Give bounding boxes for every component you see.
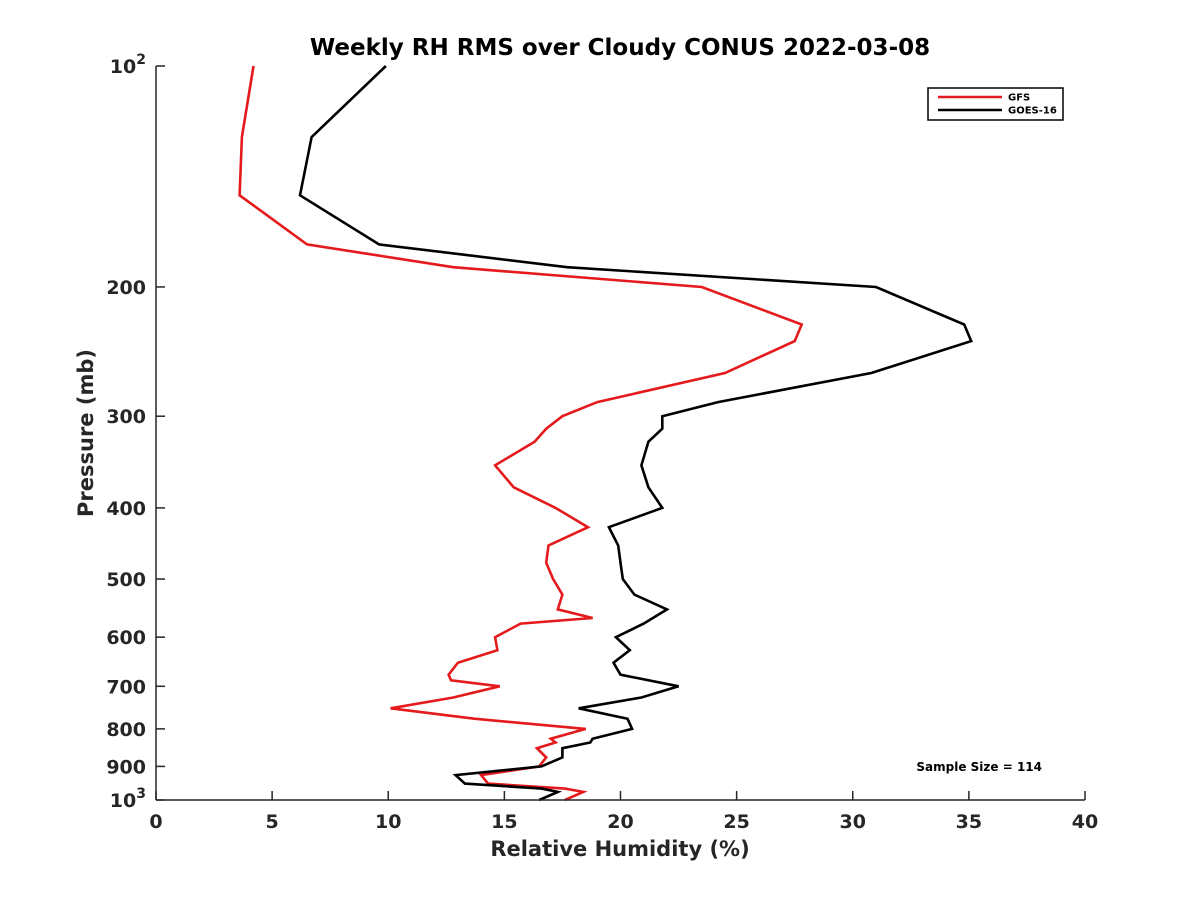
axes bbox=[155, 66, 1085, 801]
legend: GFS GOES-16 bbox=[927, 87, 1064, 121]
y-tick-label-3: 400 bbox=[106, 498, 146, 520]
y-tick-label-2: 300 bbox=[106, 406, 146, 428]
legend-box bbox=[927, 87, 1064, 121]
x-tick-label-5: 25 bbox=[723, 811, 749, 833]
plot-series bbox=[238, 65, 973, 802]
legend-label-0: GFS bbox=[1008, 93, 1030, 104]
x-tick-label-7: 35 bbox=[956, 811, 982, 833]
y-tick-label-5: 600 bbox=[106, 627, 146, 649]
y-tick-label-8: 900 bbox=[106, 756, 146, 778]
y-tick-label-7: 800 bbox=[106, 719, 146, 741]
x-tick-label-3: 15 bbox=[491, 811, 517, 833]
y-tick-label-4: 500 bbox=[106, 569, 146, 591]
y-tick-label-9: 103 bbox=[110, 786, 146, 812]
y-tick-label-1: 200 bbox=[106, 277, 146, 299]
x-tick-label-0: 0 bbox=[149, 811, 162, 833]
x-tick-label-1: 5 bbox=[266, 811, 279, 833]
x-tick-label-2: 10 bbox=[375, 811, 401, 833]
series-line-0 bbox=[238, 65, 804, 802]
x-tick-label-8: 40 bbox=[1072, 811, 1098, 833]
y-tick-label-6: 700 bbox=[106, 676, 146, 698]
x-tick-label-6: 30 bbox=[840, 811, 866, 833]
y-axis-ticks: 102 200 300 400 500 600 700 800 900 103 bbox=[106, 52, 165, 812]
y-tick-label-0: 102 bbox=[110, 52, 146, 78]
sample-size-annotation: Sample Size = 114 bbox=[916, 760, 1042, 774]
legend-label-1: GOES-16 bbox=[1008, 106, 1057, 117]
chart-title: Weekly RH RMS over Cloudy CONUS 2022-03-… bbox=[310, 35, 930, 61]
x-tick-label-4: 20 bbox=[607, 811, 633, 833]
y-axis-title: Pressure (mb) bbox=[74, 349, 98, 517]
x-axis-ticks: 0 5 10 15 20 25 30 35 40 bbox=[149, 791, 1098, 833]
x-axis-title: Relative Humidity (%) bbox=[490, 837, 749, 861]
series-line-1 bbox=[298, 65, 973, 802]
